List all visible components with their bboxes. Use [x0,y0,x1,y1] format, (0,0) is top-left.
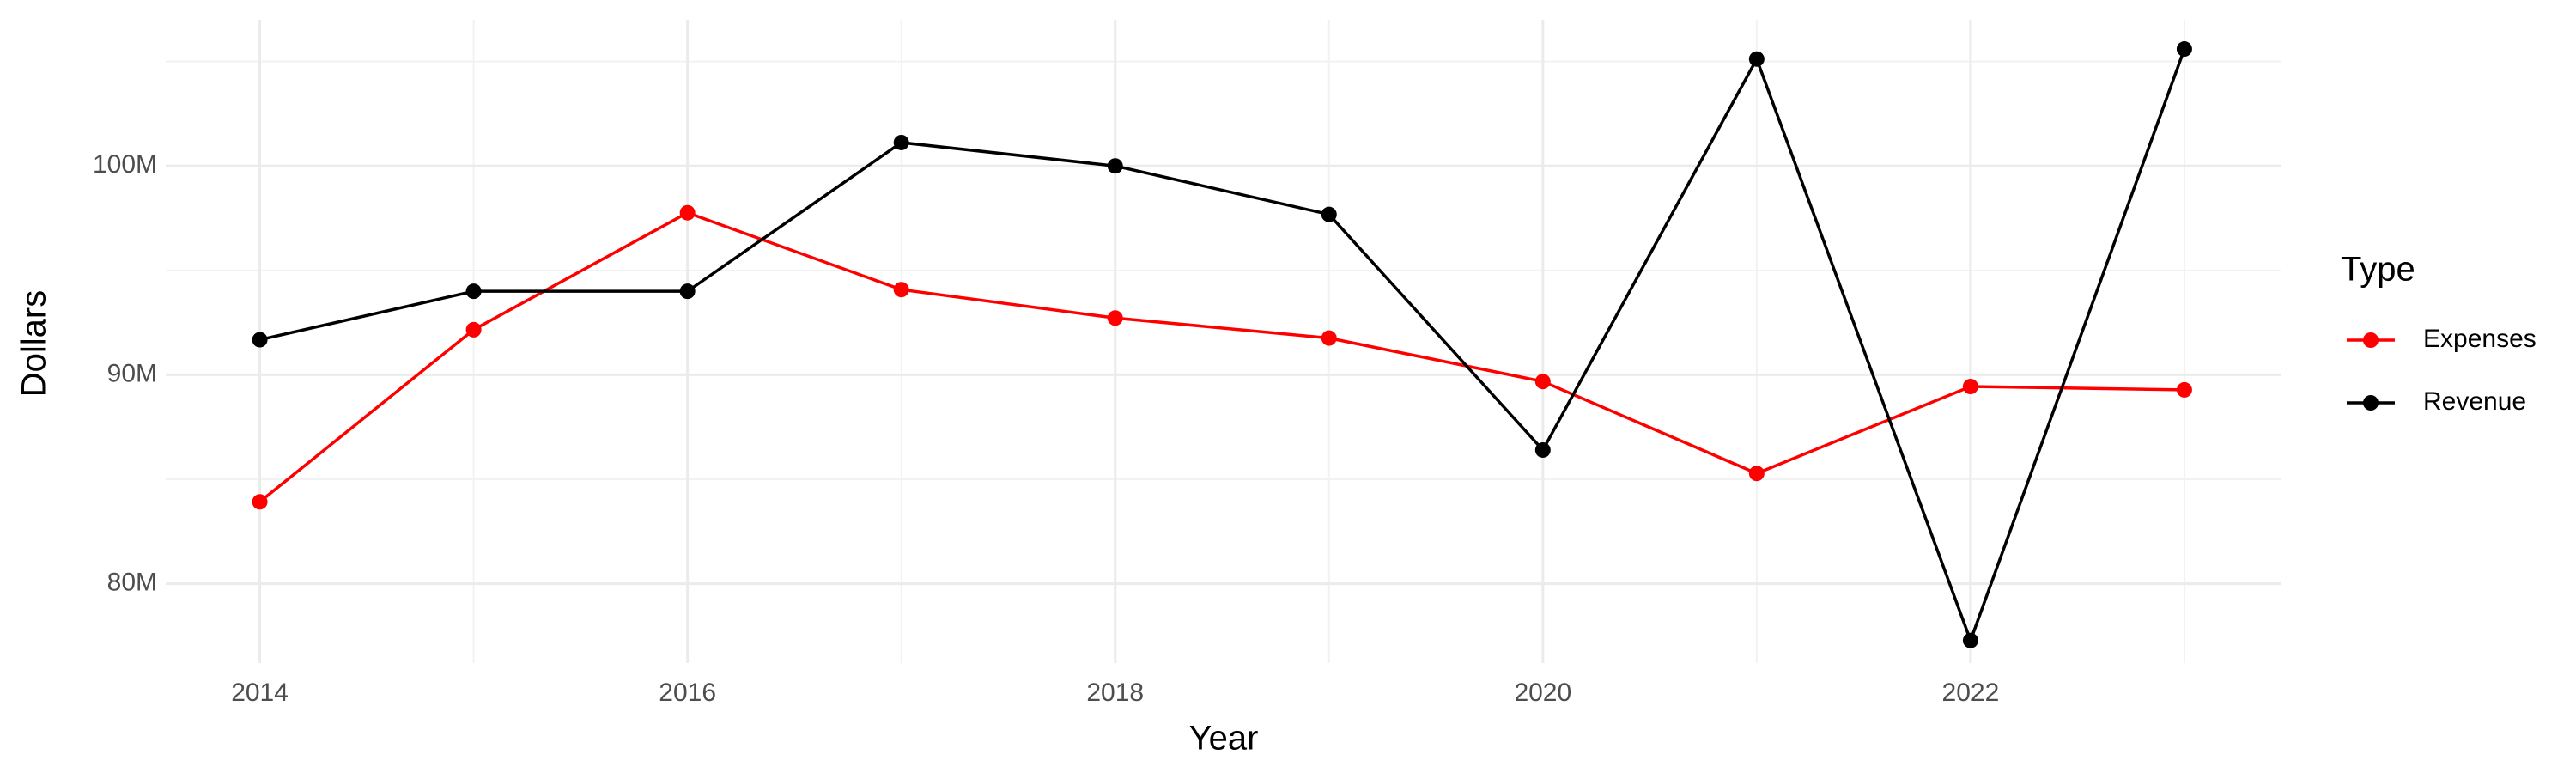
data-point [893,134,909,150]
data-point [1107,310,1123,326]
legend-label: Revenue [2423,387,2526,416]
series-line [258,210,2184,503]
legend-label: Expenses [2423,325,2537,353]
y-tick-label: 90M [107,359,157,387]
data-point [1962,379,1978,395]
data-point [465,321,482,338]
data-point [2176,381,2192,398]
x-tick-label: 2018 [1086,679,1144,707]
x-tick-label: 2022 [1942,679,2000,707]
data-point [1748,51,1765,67]
data-point [679,204,696,221]
y-tick-label: 80M [107,569,157,597]
data-point [893,282,909,298]
grid [166,20,2281,663]
x-axis-title: Year [1189,720,1259,758]
data-point [679,283,696,300]
y-tick-label: 100M [93,150,157,179]
series-line [259,48,2186,645]
data-point [1107,158,1123,174]
x-tick-label: 2016 [659,679,716,707]
legend-marker [2363,332,2379,348]
y-axis-title: Dollars [15,290,53,397]
plot-marks [252,41,2192,648]
data-point [1321,206,1337,222]
data-point [1748,466,1765,482]
data-point [2176,41,2192,58]
data-point [1534,441,1551,458]
x-tick-label: 2020 [1514,679,1571,707]
legend-title: Type [2341,251,2415,289]
data-point [465,283,482,300]
data-point [1321,330,1337,346]
data-point [1962,632,1978,648]
data-point [1534,374,1551,390]
data-point [252,332,268,348]
data-point [252,494,268,510]
legend-marker [2363,395,2379,411]
x-tick-label: 2014 [231,679,289,707]
